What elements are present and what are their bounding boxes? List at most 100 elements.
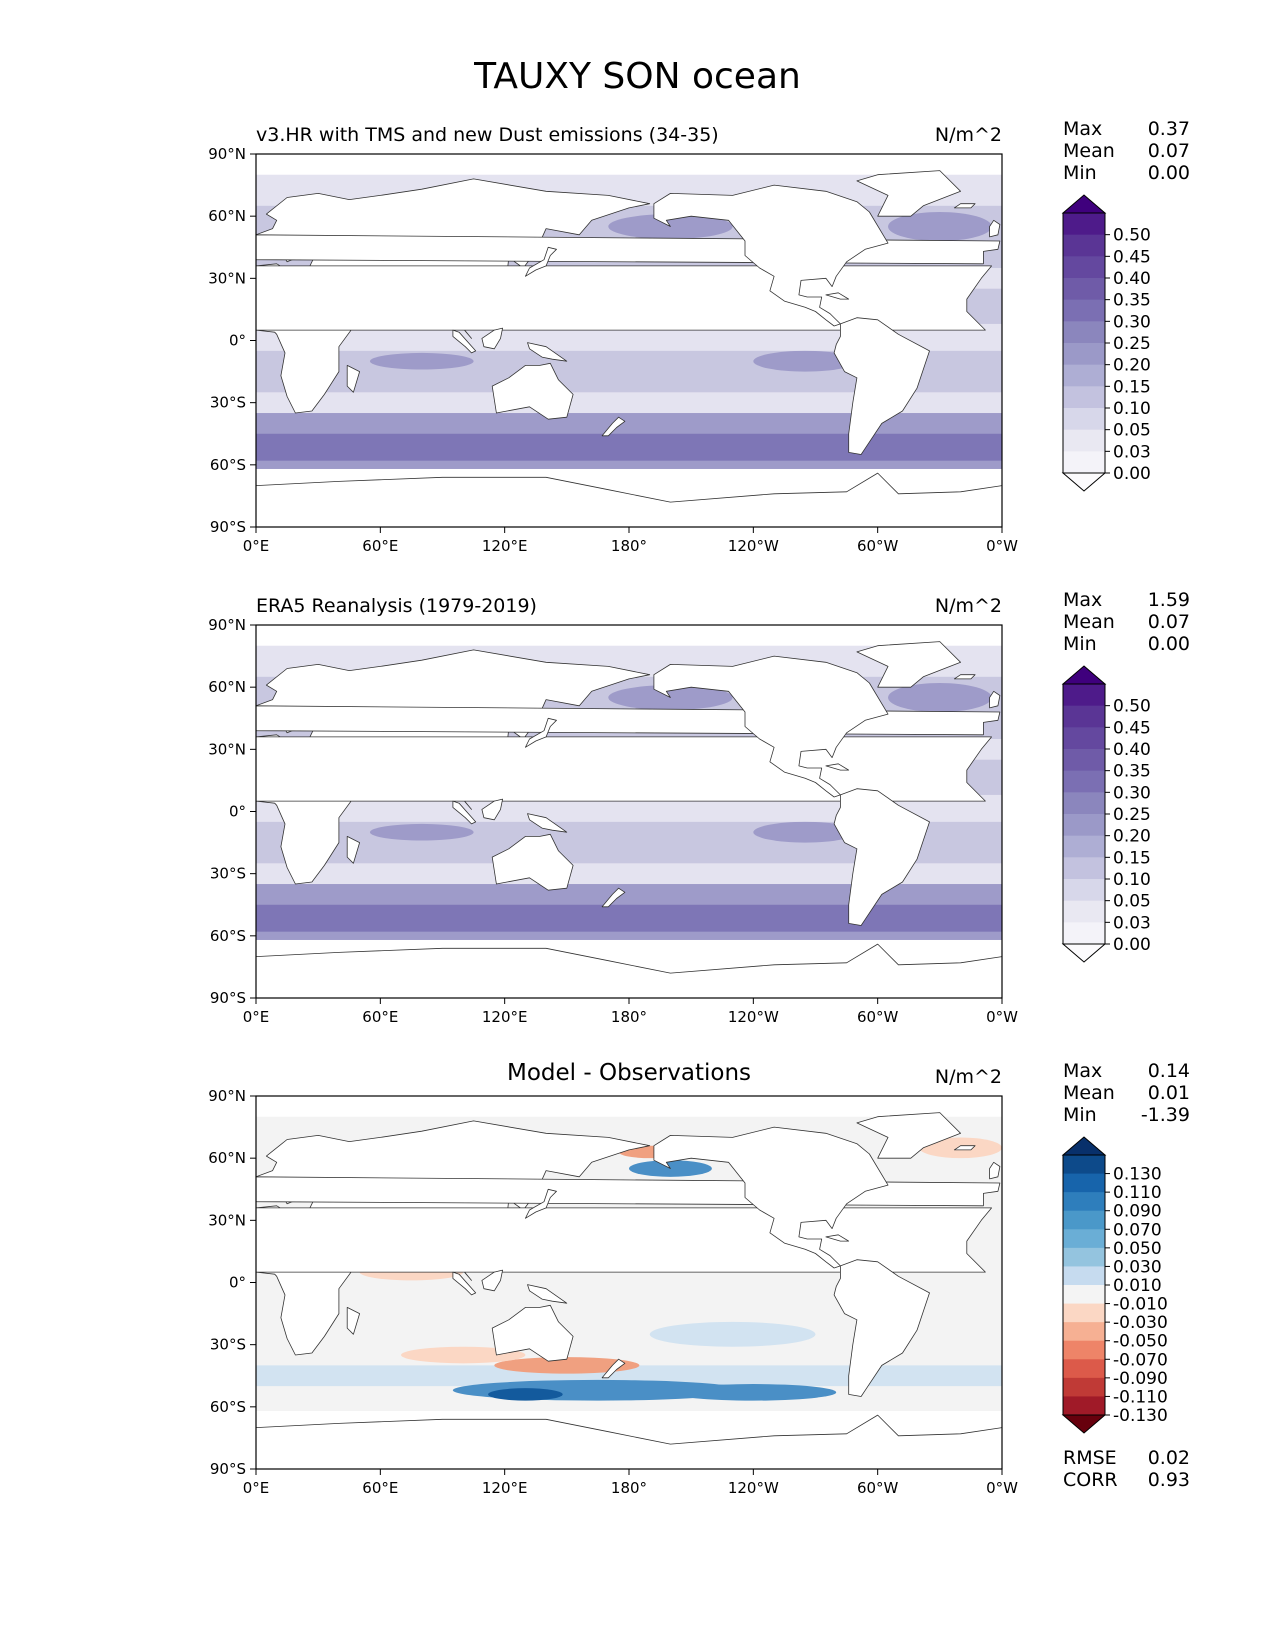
colorbar-tick-label: 0.03 [1113, 913, 1151, 933]
colorbar-tick-label: 0.30 [1113, 312, 1151, 332]
lat-tick-label: 60°S [210, 456, 246, 474]
panel-1-mean-value: 0.07 [1147, 140, 1190, 162]
colorbar-segment [1063, 1229, 1105, 1249]
land-borneo [481, 327, 503, 350]
lon-tick-label: 120°E [482, 1479, 528, 1497]
lon-tick-label: 0°W [986, 1479, 1018, 1497]
panel-2-max-value: 1.59 [1147, 589, 1190, 611]
land-southAm [833, 1259, 930, 1397]
land-newguinea [527, 342, 568, 362]
lat-tick-label: 90°S [210, 518, 246, 536]
panel-2-units: N/m^2 [934, 595, 1002, 617]
colorbar-segment [1063, 814, 1105, 837]
lon-tick-label: 120°W [728, 1479, 779, 1497]
panel-1-colorbar-group: 0.500.450.400.350.300.250.200.150.100.05… [1061, 194, 1151, 492]
colorbar-segment [1063, 1173, 1105, 1193]
land-nz [601, 1358, 626, 1379]
land-uk [989, 690, 1001, 709]
land-northAm [653, 655, 889, 798]
colorbar-tick-label: 0.110 [1113, 1183, 1162, 1203]
lat-tick-label: 30°N [208, 740, 246, 758]
colorbar-segment [1063, 408, 1105, 431]
panel-2-min-value: 0.00 [1147, 633, 1190, 655]
land-antarctica [256, 943, 1002, 998]
colorbar-segment [1063, 792, 1105, 815]
southern-ocean-core [256, 904, 1002, 932]
lat-tick-label: 60°S [210, 927, 246, 945]
panel-3-units: N/m^2 [934, 1066, 1002, 1088]
lat-tick-label: 0° [229, 803, 246, 821]
lat-tick-label: 30°S [210, 394, 246, 412]
lat-tick-label: 60°N [208, 678, 246, 696]
lon-tick-label: 60°E [362, 1479, 398, 1497]
colorbar-tick-label: 0.070 [1113, 1220, 1162, 1240]
panel-2-title: ERA5 Reanalysis (1979-2019) [256, 595, 537, 617]
panel-1-min-label: Min [1063, 162, 1097, 184]
colorbar-tick-label: 0.10 [1113, 399, 1151, 419]
colorbar-tick-label: -0.050 [1113, 1332, 1168, 1352]
lon-tick-label: 60°W [857, 537, 899, 555]
lon-tick-label: 0°E [243, 1008, 270, 1026]
land-northAm [653, 184, 889, 327]
north-atlantic-maximum [888, 212, 992, 242]
colorbar-tick-label: 0.20 [1113, 356, 1151, 376]
southern-ocean-peak [488, 1388, 563, 1401]
land-cuba [825, 763, 850, 771]
lon-tick-label: 60°W [857, 1008, 899, 1026]
panel-3-max-label: Max [1063, 1060, 1103, 1082]
land-borneo [481, 1269, 503, 1292]
colorbar-tick-label: 0.40 [1113, 740, 1151, 760]
colorbar-segment [1063, 343, 1105, 366]
panel-2-colorbar-group: 0.500.450.400.350.300.250.200.150.100.05… [1061, 665, 1151, 963]
sw-pacific-positive [670, 1384, 837, 1401]
panel-3-corr-label: CORR [1063, 1469, 1118, 1491]
colorbar-tick-label: 0.090 [1113, 1202, 1162, 1222]
figure-title: TAUXY SON ocean [474, 56, 801, 97]
lat-tick-label: 60°S [210, 1398, 246, 1416]
land-sumatra [452, 329, 477, 354]
land-australia [491, 833, 574, 891]
panel-1-min-value: 0.00 [1147, 162, 1190, 184]
colorbar-tick-label: 0.25 [1113, 805, 1151, 825]
land-greenland [856, 1112, 961, 1159]
land-japan [525, 1188, 557, 1219]
colorbar-segment [1063, 213, 1105, 236]
colorbar-tick-label: 0.50 [1113, 697, 1151, 717]
colorbar-tick-label: -0.090 [1113, 1369, 1168, 1389]
lat-tick-label: 60°N [208, 207, 246, 225]
colorbar-segment [1063, 727, 1105, 750]
land-antarctica [256, 1414, 1002, 1469]
colorbar-tick-label: 0.45 [1113, 247, 1151, 267]
lat-tick-label: 30°S [210, 865, 246, 883]
lat-tick-label: 90°N [208, 1087, 246, 1105]
lon-tick-label: 120°W [728, 1008, 779, 1026]
lon-tick-label: 120°E [482, 537, 528, 555]
colorbar-tick-label: 0.03 [1113, 442, 1151, 462]
panel-3-mean-value: 0.01 [1147, 1082, 1190, 1104]
land-newguinea [527, 1284, 568, 1304]
colorbar-segment [1063, 857, 1105, 880]
land-cuba [825, 292, 850, 300]
colorbar-tick-label: 0.50 [1113, 226, 1151, 246]
colorbar-segment [1063, 451, 1105, 474]
colorbar-segment [1063, 429, 1105, 452]
land-greenland [856, 641, 961, 688]
colorbar-segment [1063, 1396, 1105, 1416]
panel-3-corr-value: 0.93 [1147, 1469, 1190, 1491]
colorbar-tick-label: -0.010 [1113, 1295, 1168, 1315]
land-madagascar [346, 365, 360, 393]
tasman-negative [494, 1357, 640, 1374]
colorbar-segment [1063, 900, 1105, 923]
land-uk [989, 1161, 1001, 1180]
southern-diff-light [256, 1365, 1002, 1387]
land-madagascar [346, 1307, 360, 1335]
colorbar-segment [1063, 1192, 1105, 1212]
colorbar-tick-label: -0.030 [1113, 1313, 1168, 1333]
lat-tick-label: 0° [229, 332, 246, 350]
land-iceland [953, 1145, 976, 1151]
lat-tick-label: 90°S [210, 989, 246, 1007]
panel-2-plot-area: 90°N 60°N 30°N 0° 30°S 60°S 90°S0°E 60°E 120°E 18… [208, 616, 1018, 1026]
panel-3-rmse-value: 0.02 [1147, 1447, 1190, 1469]
colorbar-segment [1063, 835, 1105, 858]
